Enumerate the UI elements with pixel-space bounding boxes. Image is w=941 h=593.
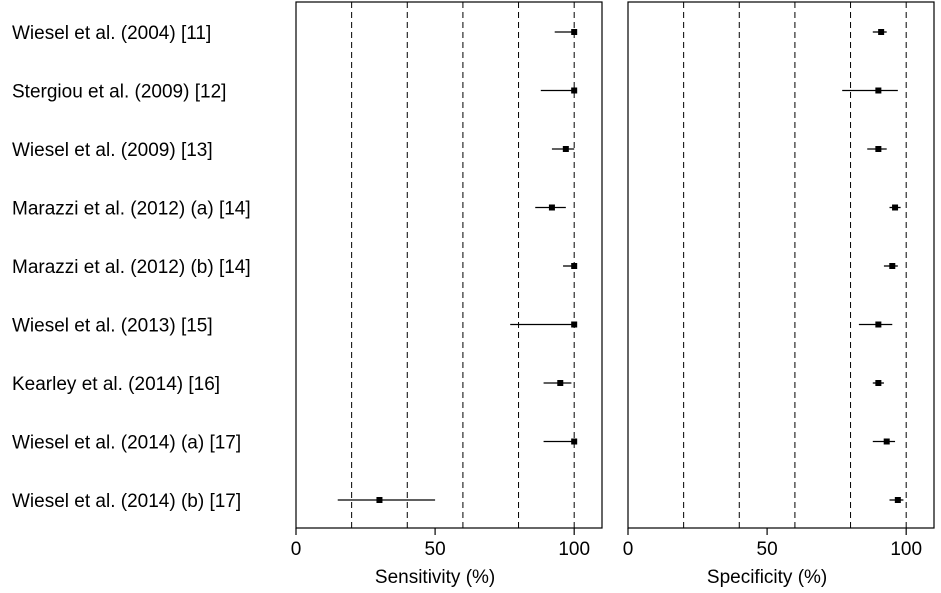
point-estimate: [571, 29, 578, 35]
x-tick-label: 100: [890, 539, 922, 560]
point-estimate: [571, 87, 578, 94]
point-estimate: [376, 497, 383, 503]
point-estimate: [875, 321, 882, 328]
study-label: Wiesel et al. (2014) (a) [17]: [12, 433, 241, 454]
point-estimate: [571, 321, 578, 328]
point-estimate: [875, 380, 882, 386]
study-label: Kearley et al. (2014) [16]: [12, 374, 220, 395]
point-estimate: [875, 146, 882, 152]
point-estimate: [562, 146, 569, 152]
point-estimate: [892, 204, 899, 211]
point-estimate: [557, 380, 564, 386]
study-label: Stergiou et al. (2009) [12]: [12, 82, 226, 103]
x-tick-label: 100: [558, 539, 590, 560]
study-label: Wiesel et al. (2013) [15]: [12, 316, 213, 337]
x-tick-label: 50: [425, 539, 446, 560]
point-estimate: [889, 263, 896, 269]
point-estimate: [548, 204, 555, 211]
point-estimate: [571, 438, 578, 445]
panel-frame: [627, 1, 935, 529]
point-estimate: [878, 29, 885, 35]
study-label: Wiesel et al. (2009) [13]: [12, 140, 213, 161]
panel-frame: [295, 1, 603, 529]
specificity-panel: 0 50 100 Specificity (%): [623, 1, 935, 588]
point-estimate: [875, 87, 882, 94]
point-estimate: [883, 438, 890, 445]
point-estimate: [894, 497, 901, 503]
x-tick-label: 0: [623, 539, 634, 560]
x-tick-label: 50: [757, 539, 778, 560]
sensitivity-panel: 0 50 100 Sensitivity (%): [291, 1, 603, 588]
study-label: Marazzi et al. (2012) (a) [14]: [12, 199, 251, 220]
sensitivity-axis-title: Sensitivity (%): [375, 567, 495, 588]
specificity-axis-title: Specificity (%): [707, 567, 827, 588]
study-label: Wiesel et al. (2014) (b) [17]: [12, 491, 241, 512]
x-tick-label: 0: [291, 539, 302, 560]
study-label: Marazzi et al. (2012) (b) [14]: [12, 257, 251, 278]
point-estimate: [571, 263, 578, 269]
study-labels: Wiesel et al. (2004) [11] Stergiou et al.…: [12, 23, 251, 512]
study-label: Wiesel et al. (2004) [11]: [12, 23, 211, 44]
